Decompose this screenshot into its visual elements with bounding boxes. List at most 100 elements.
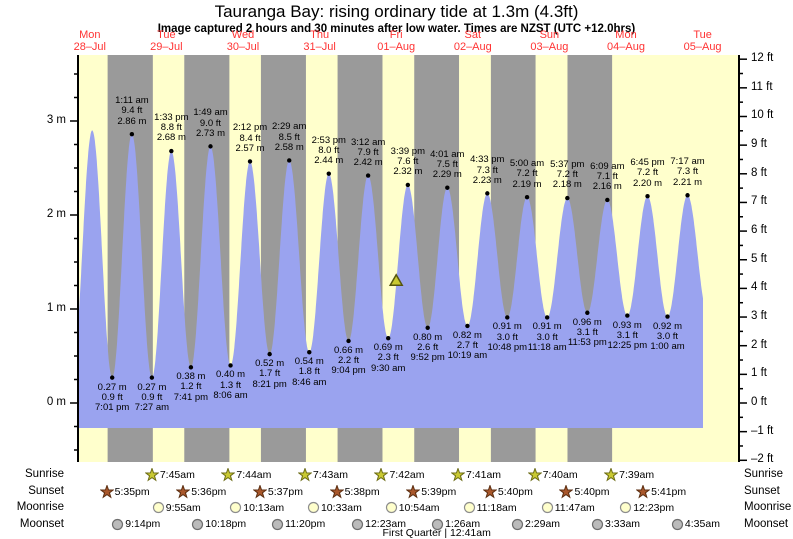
low-tide-label: 0.82 m 2.7 ft 10:19 am <box>447 329 488 362</box>
high-tide-dot <box>326 171 332 176</box>
high-tide-label: 6:45 pm 7.2 ft 2.20 m <box>630 157 665 189</box>
sunrise-star-icon <box>527 468 542 482</box>
low-tide-dot <box>544 315 550 320</box>
sunrise-star-icon <box>144 468 159 482</box>
moonset-circle-icon <box>352 518 364 530</box>
high-tide-label: 4:33 pm 7.3 ft 2.23 m <box>470 154 505 186</box>
moonset-circle-icon <box>431 518 444 530</box>
sunset-entry: 5:38pm <box>329 484 380 499</box>
moonrise-entry: 9:55am <box>152 501 201 514</box>
low-tide-dot <box>149 375 155 380</box>
moonrise-entry: 10:54am <box>385 501 440 514</box>
axis-label-ft: 5 ft <box>751 252 767 265</box>
moonset-entry: 12:23am <box>351 518 406 531</box>
sunrise-time: 7:45am <box>159 469 195 481</box>
axis-label-ft: 3 ft <box>751 310 767 323</box>
low-tide-dot <box>425 325 430 330</box>
sunrise-time: 7:39am <box>619 469 655 481</box>
moonrise-time: 10:54am <box>398 501 440 514</box>
sunset-entry: 5:37pm <box>252 484 303 499</box>
sunrise-star-icon <box>221 468 236 482</box>
day-label: Tue 05–Aug <box>683 29 722 53</box>
high-tide-dot <box>247 159 253 164</box>
row-label-sunrise-right: Sunrise <box>744 468 783 480</box>
sunrise-entry: 7:41am <box>451 468 501 482</box>
moonset-time: 1:26am <box>445 518 481 530</box>
sunset-time: 5:40pm <box>574 485 610 498</box>
axis-label-m: 2 m <box>46 208 66 220</box>
moonset-circle-icon <box>272 518 284 530</box>
sunset-star-icon <box>252 484 267 498</box>
sunset-time: 5:41pm <box>651 485 687 498</box>
day-label: Mon 04–Aug <box>607 29 645 53</box>
moonset-time: 3:33am <box>605 518 641 530</box>
low-tide-label: 0.91 m 3.0 ft 11:18 am <box>527 321 567 353</box>
high-tide-label: 3:12 am 7.9 ft 2.42 m <box>350 136 386 168</box>
low-tide-label: 0.27 m 0.9 ft 7:27 am <box>134 381 170 414</box>
day-label: Fri 01–Aug <box>377 29 416 53</box>
sunrise-entry: 7:43am <box>297 468 348 482</box>
moonset-time: 11:20pm <box>285 518 326 530</box>
moon-phase-label: First Quarter | 12:41am <box>382 527 491 539</box>
sunset-entry: 5:36pm <box>176 484 226 499</box>
sunset-star-icon <box>99 484 114 498</box>
sunrise-star-icon <box>374 468 389 482</box>
moonrise-circle-icon <box>230 501 242 514</box>
sunrise-time: 7:42am <box>389 469 425 481</box>
high-tide-dot <box>645 194 650 199</box>
high-tide-label: 5:00 am 7.2 ft 2.19 m <box>509 158 545 190</box>
low-tide-label: 0.92 m 3.0 ft 1:00 am <box>650 320 685 352</box>
high-tide-dot <box>287 158 292 163</box>
low-tide-label: 0.40 m 1.3 ft 8:06 am <box>213 369 248 401</box>
low-tide-dot <box>585 310 590 315</box>
moonset-entry: 3:33am <box>591 518 640 531</box>
moonset-circle-icon <box>192 518 204 530</box>
row-label-moonrise-right: Moonrise <box>744 501 792 513</box>
axis-label-ft: –1 ft <box>751 424 774 437</box>
day-label: Tue 29–Jul <box>150 29 183 53</box>
axis-label-ft: 11 ft <box>751 80 773 93</box>
row-label-sunrise-left: Sunrise <box>25 468 64 480</box>
sunrise-time: 7:40am <box>542 469 578 481</box>
axis-label-m: 0 m <box>46 396 66 408</box>
moonrise-entry: 11:18am <box>463 501 517 514</box>
moonset-entry: 10:18pm <box>191 518 246 531</box>
sunset-star-icon <box>176 484 191 498</box>
day-label: Mon 28–Jul <box>73 29 106 53</box>
low-tide-label: 0.93 m 3.1 ft 12:25 pm <box>607 319 648 351</box>
chart-title: Tauranga Bay: rising ordinary tide at 1.… <box>214 2 579 21</box>
high-tide-dot <box>169 148 174 154</box>
moonrise-time: 10:13am <box>243 501 285 514</box>
moonrise-time: 9:55am <box>165 501 201 514</box>
sunrise-entry: 7:45am <box>144 468 195 482</box>
day-label: Thu 31–Jul <box>303 29 336 53</box>
axis-label-ft: 8 ft <box>751 166 767 179</box>
low-tide-dot <box>188 365 194 370</box>
high-tide-label: 2:29 am 8.5 ft 2.58 m <box>272 121 307 153</box>
high-tide-label: 3:39 pm 7.6 ft 2.32 m <box>390 145 425 178</box>
sunrise-time: 7:44am <box>236 469 272 481</box>
axis-label-ft: 4 ft <box>751 281 767 294</box>
sunset-star-icon <box>406 484 421 498</box>
row-label-moonset-right: Moonset <box>744 517 789 530</box>
sunset-entry: 5:35pm <box>99 484 150 499</box>
moonset-circle-icon <box>591 518 604 530</box>
high-tide-dot <box>605 197 610 203</box>
high-tide-label: 4:01 am 7.5 ft 2.29 m <box>430 148 465 181</box>
high-tide-label: 5:37 pm 7.2 ft 2.18 m <box>550 159 585 191</box>
sunrise-entry: 7:44am <box>221 468 271 482</box>
high-tide-dot <box>129 131 135 137</box>
high-tide-label: 2:12 pm 8.4 ft 2.57 m <box>232 122 268 154</box>
sunset-star-icon <box>329 484 344 498</box>
low-tide-dot <box>465 323 470 329</box>
moonrise-time: 11:18am <box>476 501 517 514</box>
sunset-star-icon <box>636 484 651 498</box>
axis-label-ft: 10 ft <box>751 109 774 122</box>
sunset-time: 5:39pm <box>421 485 457 498</box>
low-tide-dot <box>109 375 115 380</box>
axis-label-ft: 2 ft <box>751 338 767 351</box>
row-label-sunset-right: Sunset <box>744 484 780 497</box>
sunrise-star-icon <box>297 468 312 482</box>
axis-label-ft: –2 ft <box>751 453 774 466</box>
sunrise-entry: 7:39am <box>604 468 654 482</box>
